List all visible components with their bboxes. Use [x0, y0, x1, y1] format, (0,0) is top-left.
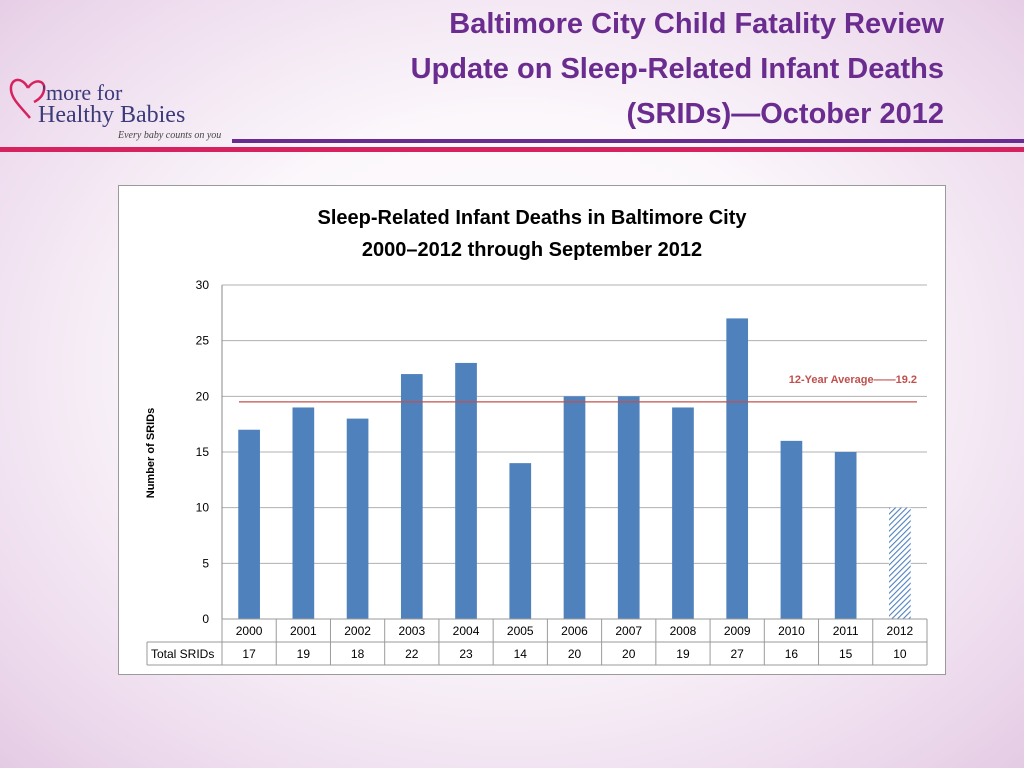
bar: [563, 396, 586, 619]
chart-title-line: Sleep-Related Infant Deaths in Baltimore…: [318, 207, 748, 229]
x-tick-label: 2000: [236, 624, 263, 638]
x-tick-label: 2005: [507, 624, 534, 638]
x-tick-label: 2012: [887, 624, 914, 638]
bar: [726, 318, 749, 619]
y-tick-labels: 0 5 10 15 20 25 30: [196, 278, 210, 626]
bar: [455, 362, 477, 619]
y-tick-label: 10: [196, 501, 210, 515]
x-tick-label: 2004: [453, 624, 480, 638]
logo-text-line2: Healthy Babies: [38, 102, 186, 128]
bar-partial-year: [889, 507, 911, 619]
slide-title: Baltimore City Child Fatality Review Upd…: [244, 2, 944, 137]
y-tick-label: 0: [202, 612, 209, 626]
table-value: 17: [242, 647, 256, 661]
table-value: 27: [731, 647, 745, 661]
bars: [238, 318, 911, 619]
bmore-logo: 'more for Healthy Babies Every baby coun…: [8, 74, 238, 148]
header-rule-purple: [232, 139, 1024, 143]
bar: [400, 374, 423, 619]
table-row-label: Total SRIDs: [151, 647, 214, 661]
x-tick-label: 2002: [344, 624, 371, 638]
y-tick-label: 15: [196, 445, 210, 459]
y-tick-label: 25: [196, 334, 210, 348]
y-tick-label: 20: [196, 389, 210, 403]
table-value: 18: [351, 647, 365, 661]
data-table: Total SRIDs 2000 17 2001 19 2002 18 2003 22 2004 2…: [146, 618, 928, 666]
slide-title-line: Update on Sleep-Related Infant Deaths: [410, 53, 944, 85]
slide-title-line: (SRIDs)—October 2012: [626, 98, 945, 130]
average-line-group: 12-Year Average——19.2: [239, 374, 917, 403]
x-tick-label: 2011: [833, 624, 859, 638]
bar: [346, 418, 369, 619]
bar: [617, 396, 640, 619]
bar: [238, 429, 260, 619]
x-tick-label: 2001: [290, 624, 317, 638]
table-value: 22: [405, 647, 419, 661]
x-tick-label: 2009: [724, 624, 751, 638]
table-value: 14: [514, 647, 528, 661]
table-value: 20: [568, 647, 582, 661]
average-label: 12-Year Average——19.2: [789, 374, 917, 386]
bar: [780, 440, 803, 619]
table-value: 10: [893, 647, 907, 661]
x-tick-label: 2006: [561, 624, 588, 638]
y-axis-label: Number of SRIDs: [145, 408, 157, 498]
chart-title-line: 2000–2012 through September 2012: [362, 239, 702, 261]
heart-icon: [9, 78, 46, 119]
bar: [834, 452, 857, 619]
x-tick-label: 2008: [670, 624, 697, 638]
slide-title-line: Baltimore City Child Fatality Review: [449, 8, 944, 40]
table-value: 19: [676, 647, 690, 661]
bar: [672, 407, 694, 619]
y-tick-label: 5: [202, 556, 209, 570]
table-value: 19: [297, 647, 311, 661]
x-tick-label: 2010: [778, 624, 805, 638]
header-rule-pink: [0, 147, 1024, 152]
chart-panel: Sleep-Related Infant Deaths in Baltimore…: [118, 185, 946, 675]
y-tick-label: 30: [196, 278, 210, 292]
x-tick-label: 2007: [615, 624, 642, 638]
table-value: 20: [622, 647, 636, 661]
bar: [292, 407, 315, 619]
bar: [509, 463, 532, 619]
table-value: 23: [459, 647, 473, 661]
logo-tagline: Every baby counts on you: [118, 130, 222, 141]
x-tick-label: 2003: [398, 624, 425, 638]
logo-text-line1: 'more for: [42, 80, 123, 105]
table-value: 15: [839, 647, 853, 661]
bar-chart: Sleep-Related Infant Deaths in Baltimore…: [145, 207, 928, 666]
table-value: 16: [785, 647, 799, 661]
